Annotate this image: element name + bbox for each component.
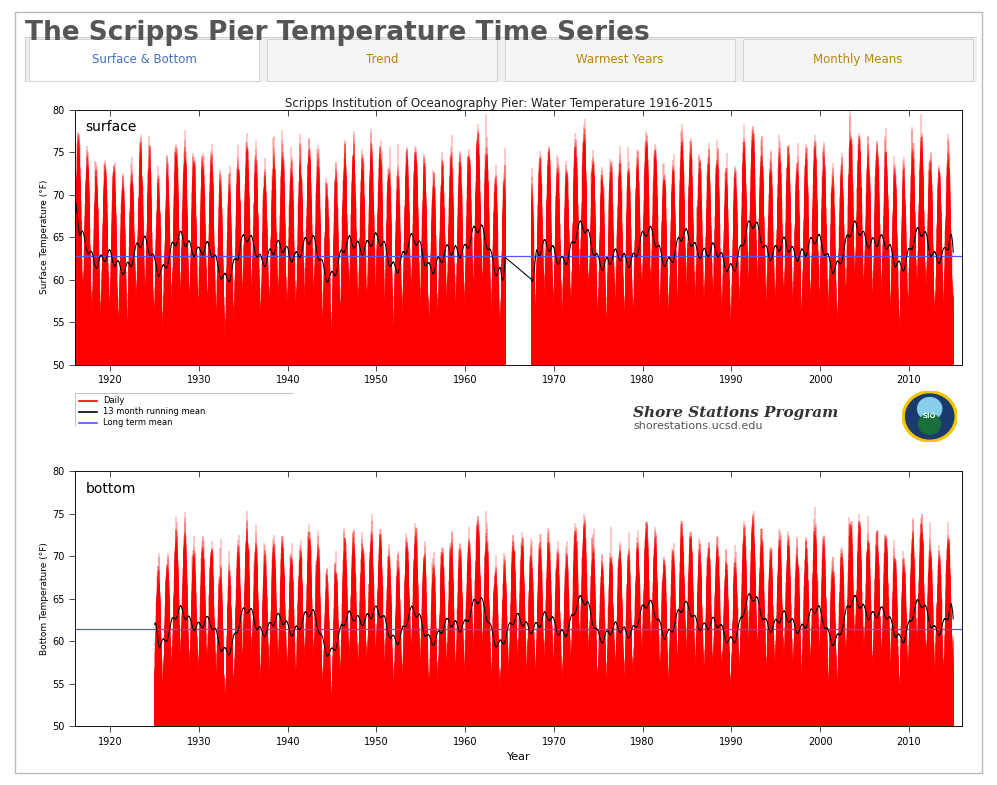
Text: Warmest Years: Warmest Years: [576, 53, 664, 66]
Text: Scripps Institution of Oceanography Pier: Water Temperature 1916-2015: Scripps Institution of Oceanography Pier…: [284, 97, 713, 111]
Y-axis label: Bottom Temperature (°F): Bottom Temperature (°F): [40, 542, 49, 655]
Circle shape: [902, 391, 957, 442]
Circle shape: [918, 414, 940, 434]
Circle shape: [917, 397, 942, 420]
Text: Monthly Means: Monthly Means: [814, 53, 902, 66]
Text: Long term mean: Long term mean: [104, 418, 172, 428]
FancyBboxPatch shape: [504, 38, 735, 81]
FancyBboxPatch shape: [743, 38, 973, 81]
Text: SIO: SIO: [923, 414, 936, 419]
FancyBboxPatch shape: [29, 38, 259, 81]
Text: Surface & Bottom: Surface & Bottom: [92, 53, 196, 66]
Circle shape: [905, 394, 954, 439]
Text: shorestations.ucsd.edu: shorestations.ucsd.edu: [633, 422, 763, 431]
Text: The Scripps Pier Temperature Time Series: The Scripps Pier Temperature Time Series: [25, 20, 650, 46]
Y-axis label: Surface Temperature (°F): Surface Temperature (°F): [40, 180, 49, 294]
Text: Daily: Daily: [104, 396, 125, 405]
Text: bottom: bottom: [86, 482, 136, 495]
Text: surface: surface: [86, 120, 137, 134]
Text: 13 month running mean: 13 month running mean: [104, 407, 205, 416]
Text: Trend: Trend: [366, 53, 398, 66]
FancyBboxPatch shape: [75, 393, 294, 426]
FancyBboxPatch shape: [267, 38, 498, 81]
X-axis label: Year: Year: [506, 752, 530, 762]
Text: Shore Stations Program: Shore Stations Program: [633, 406, 838, 420]
FancyBboxPatch shape: [25, 37, 977, 82]
